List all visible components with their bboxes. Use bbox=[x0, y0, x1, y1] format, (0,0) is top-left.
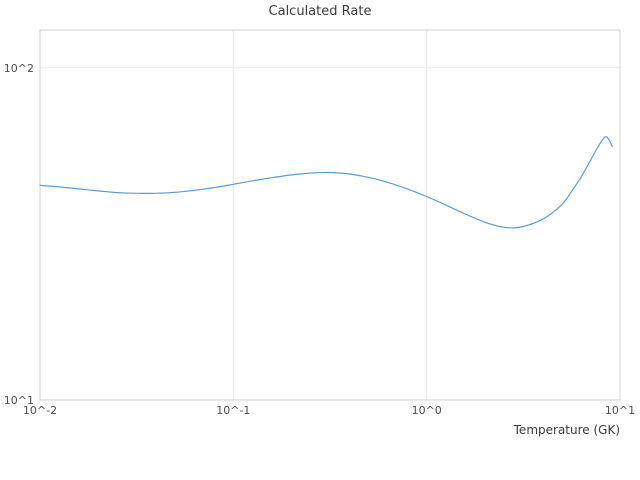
x-tick-label: 10^-2 bbox=[23, 404, 57, 417]
plot-border bbox=[39, 29, 621, 401]
y-tick-label: 10^1 bbox=[4, 394, 34, 407]
chart-title: Calculated Rate bbox=[268, 4, 372, 19]
x-tick-label: 10^0 bbox=[412, 404, 442, 417]
y-tick-label: 10^2 bbox=[4, 62, 34, 75]
x-tick-label: 10^1 bbox=[605, 404, 635, 417]
x-axis-label: Temperature (GK) bbox=[513, 423, 620, 437]
rate-line-series bbox=[39, 136, 613, 229]
x-tick-label: 10^-1 bbox=[216, 404, 250, 417]
